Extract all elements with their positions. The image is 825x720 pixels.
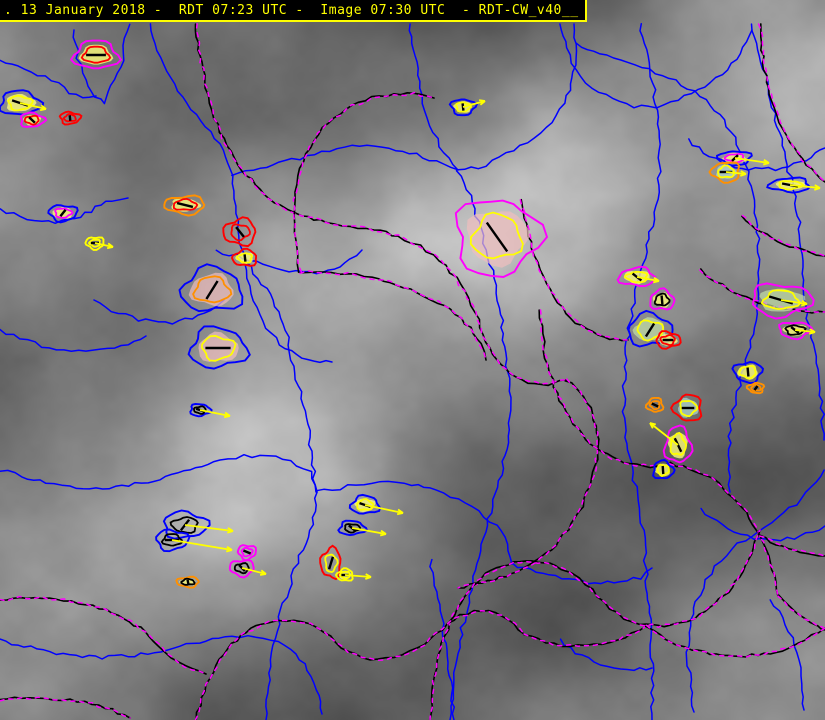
title-text: . 13 January 2018 - RDT 07:23 UTC - Imag… — [4, 2, 579, 18]
title-bar: . 13 January 2018 - RDT 07:23 UTC - Imag… — [0, 0, 587, 22]
